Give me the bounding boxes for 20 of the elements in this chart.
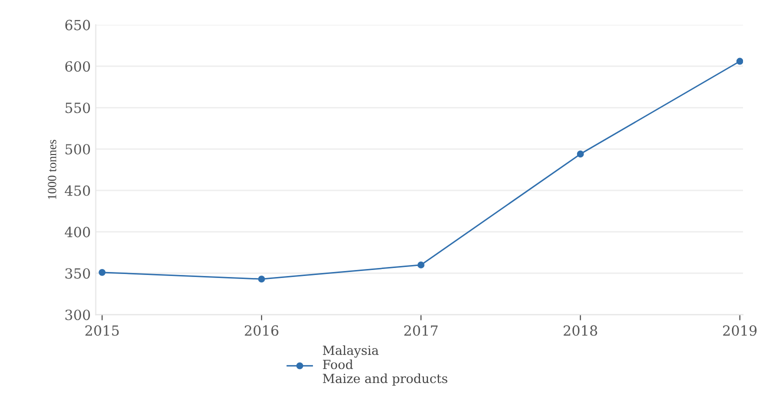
- y-tick-label: 500: [66, 144, 90, 155]
- y-tick-label: 600: [65, 61, 90, 72]
- point: [98, 268, 106, 276]
- y-axis-title: 1000 tonnes: [48, 140, 56, 200]
- x-tick-label: 2018: [564, 325, 598, 336]
- legend-label: Malaysia Food Maize and products: [322, 345, 448, 386]
- x-tick-label: 2016: [244, 325, 278, 336]
- point: [258, 276, 266, 283]
- x-tick-label: 2017: [404, 325, 438, 336]
- y-tick-label: 300: [65, 310, 90, 320]
- y-tick-label: 650: [65, 20, 90, 30]
- y-tick-label: 350: [65, 268, 90, 279]
- y-tick-label: 550: [66, 102, 90, 114]
- x-tick-label: 2019: [723, 325, 757, 336]
- y-tick-label: 400: [64, 226, 90, 238]
- point: [418, 261, 424, 268]
- x-tick-label: 2015: [85, 325, 119, 336]
- point: [736, 58, 744, 65]
- y-tick-label: 450: [64, 185, 90, 196]
- point: [576, 150, 584, 158]
